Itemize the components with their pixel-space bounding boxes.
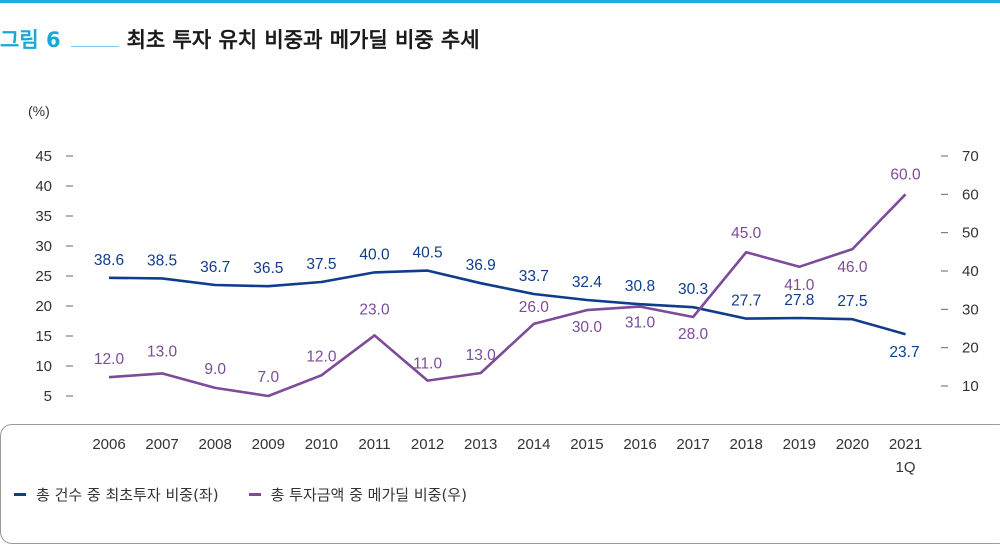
x-tick-label: 2018	[730, 436, 763, 453]
data-label-first-investment: 30.3	[678, 281, 708, 298]
data-label-first-investment: 37.5	[306, 256, 336, 273]
data-label-megadeal: 26.0	[519, 299, 550, 316]
data-label-megadeal: 23.0	[359, 301, 390, 318]
y-unit-label: (%)	[28, 103, 50, 119]
left-tick-label: 15	[35, 328, 52, 345]
x-tick-label: 2021	[889, 436, 922, 453]
data-label-megadeal: 28.0	[678, 326, 709, 343]
right-tick-label: 10	[962, 378, 979, 395]
series-line-first-investment	[108, 269, 906, 336]
legend-item-left: 총 건수 중 최초투자 비중(좌)	[14, 484, 219, 505]
data-label-first-investment: 38.6	[94, 252, 124, 269]
data-label-megadeal: 12.0	[94, 351, 125, 368]
x-tick-label: 2013	[464, 436, 497, 453]
legend-item-right: 총 투자금액 중 메가딜 비중(우)	[248, 484, 467, 505]
data-label-megadeal: 45.0	[731, 225, 762, 242]
legend: 총 건수 중 최초투자 비중(좌) 총 투자금액 중 메가딜 비중(우)	[14, 484, 497, 505]
x-tick-label: 2016	[623, 436, 656, 453]
data-label-first-investment: 27.5	[837, 293, 867, 310]
data-label-first-investment: 38.5	[147, 252, 177, 269]
data-label-megadeal: 60.0	[890, 166, 921, 183]
data-label-first-investment: 23.7	[889, 344, 919, 361]
legend-swatch-left	[14, 493, 26, 496]
figure-label: 그림 6	[0, 28, 61, 52]
x-tick-label: 2012	[411, 436, 444, 453]
data-label-megadeal: 31.0	[625, 315, 656, 332]
left-tick-label: 30	[35, 238, 52, 255]
x-tick-label: 2009	[252, 436, 285, 453]
data-label-megadeal: 46.0	[837, 259, 868, 276]
data-label-megadeal: 13.0	[466, 347, 497, 364]
x-tick-label: 2014	[517, 436, 550, 453]
left-tick-label: 25	[35, 268, 52, 285]
title-rule	[70, 45, 119, 47]
data-label-first-investment: 27.8	[784, 292, 814, 309]
data-label-first-investment: 27.7	[731, 293, 761, 310]
data-label-first-investment: 32.4	[572, 274, 603, 291]
right-tick-label: 20	[962, 340, 979, 357]
x-tick-sublabel: 1Q	[895, 459, 915, 476]
data-label-megadeal: 7.0	[258, 369, 280, 386]
legend-swatch-right	[248, 493, 261, 496]
x-tick-label: 2008	[199, 436, 232, 453]
data-label-megadeal: 12.0	[306, 348, 337, 365]
left-tick-label: 35	[35, 208, 52, 225]
figure-header: 그림 6 최초 투자 유치 비중과 메가딜 비중 추세	[0, 24, 480, 54]
left-tick-label: 5	[44, 388, 52, 405]
right-tick-label: 30	[962, 301, 979, 318]
data-label-first-investment: 36.5	[253, 260, 283, 277]
x-tick-label: 2006	[92, 436, 125, 453]
left-tick-label: 10	[35, 358, 52, 375]
data-label-first-investment: 40.0	[359, 246, 390, 263]
data-label-megadeal: 11.0	[413, 356, 442, 373]
data-label-first-investment: 40.5	[413, 245, 443, 262]
data-label-first-investment: 33.7	[519, 268, 549, 285]
x-tick-label: 2007	[145, 436, 178, 453]
line-chart: (%) 5 10 15 20 25 30 35 40 45 10 20 30 40 50 60 70 2006 20…	[28, 103, 979, 476]
right-tick-label: 40	[962, 263, 979, 280]
right-tick-label: 60	[962, 186, 979, 203]
x-tick-label: 2017	[676, 436, 709, 453]
series-line-megadeal	[108, 193, 907, 398]
x-tick-label: 2020	[836, 436, 869, 453]
left-tick-label: 40	[35, 178, 52, 195]
x-tick-label: 2010	[305, 436, 338, 453]
figure-title: 최초 투자 유치 비중과 메가딜 비중 추세	[126, 28, 480, 52]
right-tick-label: 50	[962, 225, 979, 242]
right-tick-label: 70	[962, 148, 979, 165]
left-tick-label: 20	[35, 298, 52, 315]
left-tick-label: 45	[35, 148, 52, 165]
data-label-first-investment: 36.7	[200, 259, 230, 276]
top-accent-bar	[0, 0, 1000, 3]
legend-label-right: 총 투자금액 중 메가딜 비중(우)	[270, 486, 467, 504]
x-tick-label: 2011	[358, 436, 390, 453]
x-tick-label: 2019	[783, 436, 816, 453]
data-label-first-investment: 36.9	[466, 257, 496, 274]
data-label-megadeal: 41.0	[784, 277, 815, 294]
x-tick-label: 2015	[570, 436, 603, 453]
data-label-megadeal: 30.0	[572, 319, 603, 336]
data-label-megadeal: 13.0	[147, 343, 178, 360]
data-label-megadeal: 9.0	[204, 361, 226, 378]
data-label-first-investment: 30.8	[625, 278, 655, 295]
legend-label-left: 총 건수 중 최초투자 비중(좌)	[36, 486, 219, 504]
